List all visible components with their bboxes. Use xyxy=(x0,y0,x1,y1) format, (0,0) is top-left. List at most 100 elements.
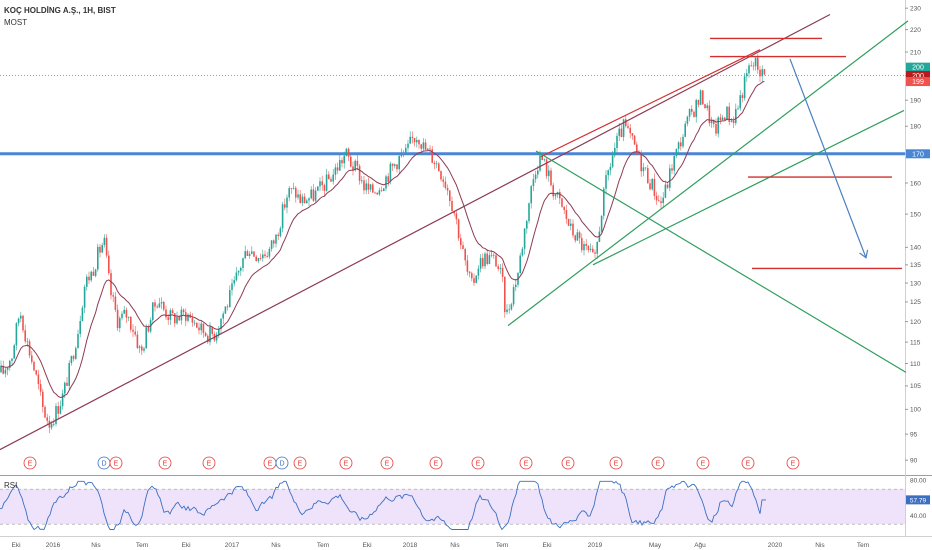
candle-body xyxy=(519,255,521,273)
candle-body xyxy=(26,341,29,343)
earnings-marker[interactable] xyxy=(561,456,575,470)
rsi-tick-label: 40.00 xyxy=(910,513,927,520)
trendline[interactable] xyxy=(540,49,761,158)
candle-body xyxy=(365,183,367,191)
trendline[interactable] xyxy=(592,109,905,266)
time-tick-label: Eki xyxy=(542,542,551,549)
earnings-marker[interactable] xyxy=(293,456,307,470)
time-tick-label: Nis xyxy=(271,542,281,549)
time-tick-label: May xyxy=(649,542,662,549)
candle-body xyxy=(242,258,244,268)
candle-body xyxy=(246,251,249,256)
candle-body xyxy=(499,267,502,269)
candle-body xyxy=(105,237,108,256)
candle-body xyxy=(633,135,636,145)
candle-body xyxy=(200,323,202,331)
earnings-marker[interactable] xyxy=(651,456,665,470)
candle-body xyxy=(713,120,715,125)
candle-body xyxy=(33,361,35,371)
candle-body xyxy=(743,76,746,99)
earnings-marker[interactable] xyxy=(202,456,216,470)
candle-body xyxy=(310,189,312,199)
candle-body xyxy=(471,273,473,279)
candle-body xyxy=(559,191,561,199)
earnings-marker[interactable] xyxy=(741,456,755,470)
event-marker-label: E xyxy=(298,461,303,468)
candle-body xyxy=(752,65,755,67)
candle-body xyxy=(735,109,737,123)
candle-body xyxy=(530,186,532,204)
candle-body xyxy=(233,280,235,284)
candle-body xyxy=(717,117,719,134)
candle-body xyxy=(669,168,671,188)
time-tick-label: 2017 xyxy=(225,542,240,549)
candle-body xyxy=(248,253,251,256)
candle-body xyxy=(209,326,211,343)
earnings-marker[interactable] xyxy=(696,456,710,470)
candle-body xyxy=(202,323,205,333)
price-tick-label: 135 xyxy=(910,262,921,269)
earnings-marker[interactable] xyxy=(380,456,394,470)
earnings-marker[interactable] xyxy=(158,456,172,470)
candle-body xyxy=(275,234,277,244)
price-badge xyxy=(906,62,930,72)
candle-body xyxy=(512,287,515,305)
trendline[interactable] xyxy=(0,13,831,451)
candle-body xyxy=(763,69,766,75)
candle-body xyxy=(504,276,506,313)
candle-body xyxy=(688,109,691,117)
candle-body xyxy=(317,186,319,191)
candle-body xyxy=(609,166,612,171)
trendline[interactable] xyxy=(535,150,907,373)
candle-body xyxy=(134,331,136,335)
earnings-marker[interactable] xyxy=(429,456,443,470)
candle-body xyxy=(226,306,229,308)
candle-body xyxy=(171,310,174,314)
candle-body xyxy=(550,170,552,186)
earnings-marker[interactable] xyxy=(471,456,485,470)
trendline[interactable] xyxy=(507,20,909,327)
candle-body xyxy=(218,329,220,335)
candle-body xyxy=(116,309,119,329)
earnings-marker[interactable] xyxy=(609,456,623,470)
dividend-marker[interactable] xyxy=(275,456,289,470)
candle-body xyxy=(759,69,761,77)
event-marker-label: E xyxy=(163,461,168,468)
candle-body xyxy=(15,323,18,346)
candle-body xyxy=(231,283,233,291)
candle-body xyxy=(757,57,759,70)
candle-body xyxy=(440,171,442,180)
earnings-marker[interactable] xyxy=(109,456,123,470)
candle-body xyxy=(35,370,37,375)
forecast-arrow-line[interactable] xyxy=(789,58,867,258)
candle-body xyxy=(110,273,112,296)
candle-body xyxy=(506,309,508,313)
time-tick-label: Tem xyxy=(496,542,508,549)
forecast-arrow-head xyxy=(859,249,869,259)
candle-body xyxy=(312,189,315,201)
candle-body xyxy=(427,148,429,150)
candle-body xyxy=(585,243,587,246)
candle-body xyxy=(376,192,378,195)
candle-body xyxy=(288,188,290,198)
candle-body xyxy=(273,240,275,244)
candle-body xyxy=(640,152,642,172)
price-tick-label: 110 xyxy=(910,361,921,368)
candle-body xyxy=(2,365,4,374)
candle-body xyxy=(314,190,317,201)
candle-body xyxy=(367,183,370,190)
candle-body xyxy=(90,271,92,281)
candle-body xyxy=(330,179,332,182)
earnings-marker[interactable] xyxy=(519,456,533,470)
earnings-marker[interactable] xyxy=(786,456,800,470)
earnings-marker[interactable] xyxy=(23,456,37,470)
candle-body xyxy=(651,178,653,190)
candle-body xyxy=(405,147,407,154)
price-tick-label: 125 xyxy=(910,299,921,306)
candle-body xyxy=(11,358,13,361)
candle-body xyxy=(167,317,169,320)
earnings-marker[interactable] xyxy=(339,456,353,470)
event-marker-label: D xyxy=(101,461,106,468)
